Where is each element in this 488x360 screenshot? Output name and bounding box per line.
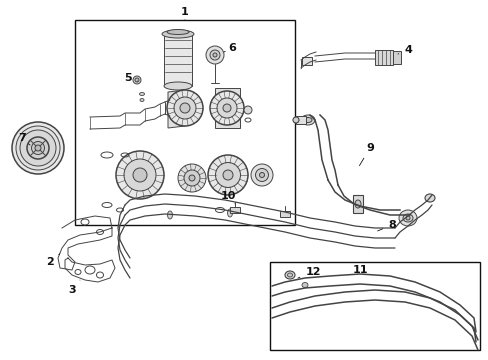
Ellipse shape [209, 91, 244, 125]
Ellipse shape [116, 151, 163, 199]
Ellipse shape [304, 117, 311, 122]
Text: 5: 5 [124, 73, 137, 83]
Bar [75, 20, 294, 225]
Text: 8: 8 [377, 220, 395, 231]
Ellipse shape [292, 117, 298, 123]
Ellipse shape [174, 97, 196, 119]
Ellipse shape [209, 50, 220, 60]
Ellipse shape [250, 164, 272, 186]
Text: 6: 6 [224, 43, 235, 53]
Polygon shape [215, 88, 240, 128]
Ellipse shape [139, 93, 144, 95]
Ellipse shape [167, 211, 172, 219]
Bar [302, 57, 311, 65]
Ellipse shape [223, 104, 230, 112]
Ellipse shape [398, 210, 416, 226]
Ellipse shape [133, 76, 141, 84]
Bar [280, 211, 289, 217]
Bar [392, 51, 400, 64]
Bar [352, 195, 362, 213]
Ellipse shape [167, 30, 189, 35]
Ellipse shape [183, 170, 200, 186]
Ellipse shape [133, 168, 147, 182]
Text: 11: 11 [351, 265, 367, 275]
Text: 1: 1 [181, 7, 188, 20]
Ellipse shape [189, 175, 195, 181]
Ellipse shape [424, 194, 434, 202]
Ellipse shape [215, 162, 240, 188]
Ellipse shape [27, 137, 49, 159]
Ellipse shape [285, 271, 294, 279]
Ellipse shape [20, 130, 56, 166]
Polygon shape [168, 90, 184, 128]
Ellipse shape [223, 170, 232, 180]
Ellipse shape [180, 103, 190, 113]
Ellipse shape [140, 99, 143, 102]
Ellipse shape [162, 30, 194, 38]
Ellipse shape [213, 53, 217, 57]
Bar [374, 50, 392, 65]
Text: 7: 7 [18, 133, 30, 145]
Ellipse shape [207, 155, 247, 195]
Ellipse shape [354, 200, 360, 208]
Text: 12: 12 [297, 267, 320, 278]
Ellipse shape [405, 216, 409, 220]
Text: 3: 3 [68, 280, 80, 295]
Text: 10: 10 [220, 191, 235, 204]
Ellipse shape [244, 106, 251, 114]
Ellipse shape [35, 145, 41, 151]
Ellipse shape [12, 122, 64, 174]
Bar [269, 262, 479, 350]
Bar [163, 34, 192, 86]
Bar [295, 116, 305, 124]
Ellipse shape [31, 141, 44, 154]
Ellipse shape [163, 82, 192, 90]
Ellipse shape [217, 98, 237, 118]
Text: 9: 9 [359, 143, 373, 166]
Text: 2: 2 [46, 254, 60, 267]
Ellipse shape [135, 78, 139, 82]
Ellipse shape [301, 115, 314, 125]
Text: 4: 4 [397, 45, 411, 55]
Ellipse shape [16, 126, 60, 170]
Ellipse shape [259, 172, 264, 177]
Ellipse shape [227, 209, 232, 217]
Ellipse shape [167, 90, 203, 126]
Ellipse shape [255, 168, 268, 181]
Bar [229, 207, 240, 213]
Ellipse shape [287, 273, 292, 277]
Ellipse shape [178, 164, 205, 192]
Ellipse shape [205, 46, 224, 64]
Ellipse shape [124, 159, 156, 191]
Ellipse shape [402, 214, 412, 222]
Ellipse shape [302, 283, 307, 288]
